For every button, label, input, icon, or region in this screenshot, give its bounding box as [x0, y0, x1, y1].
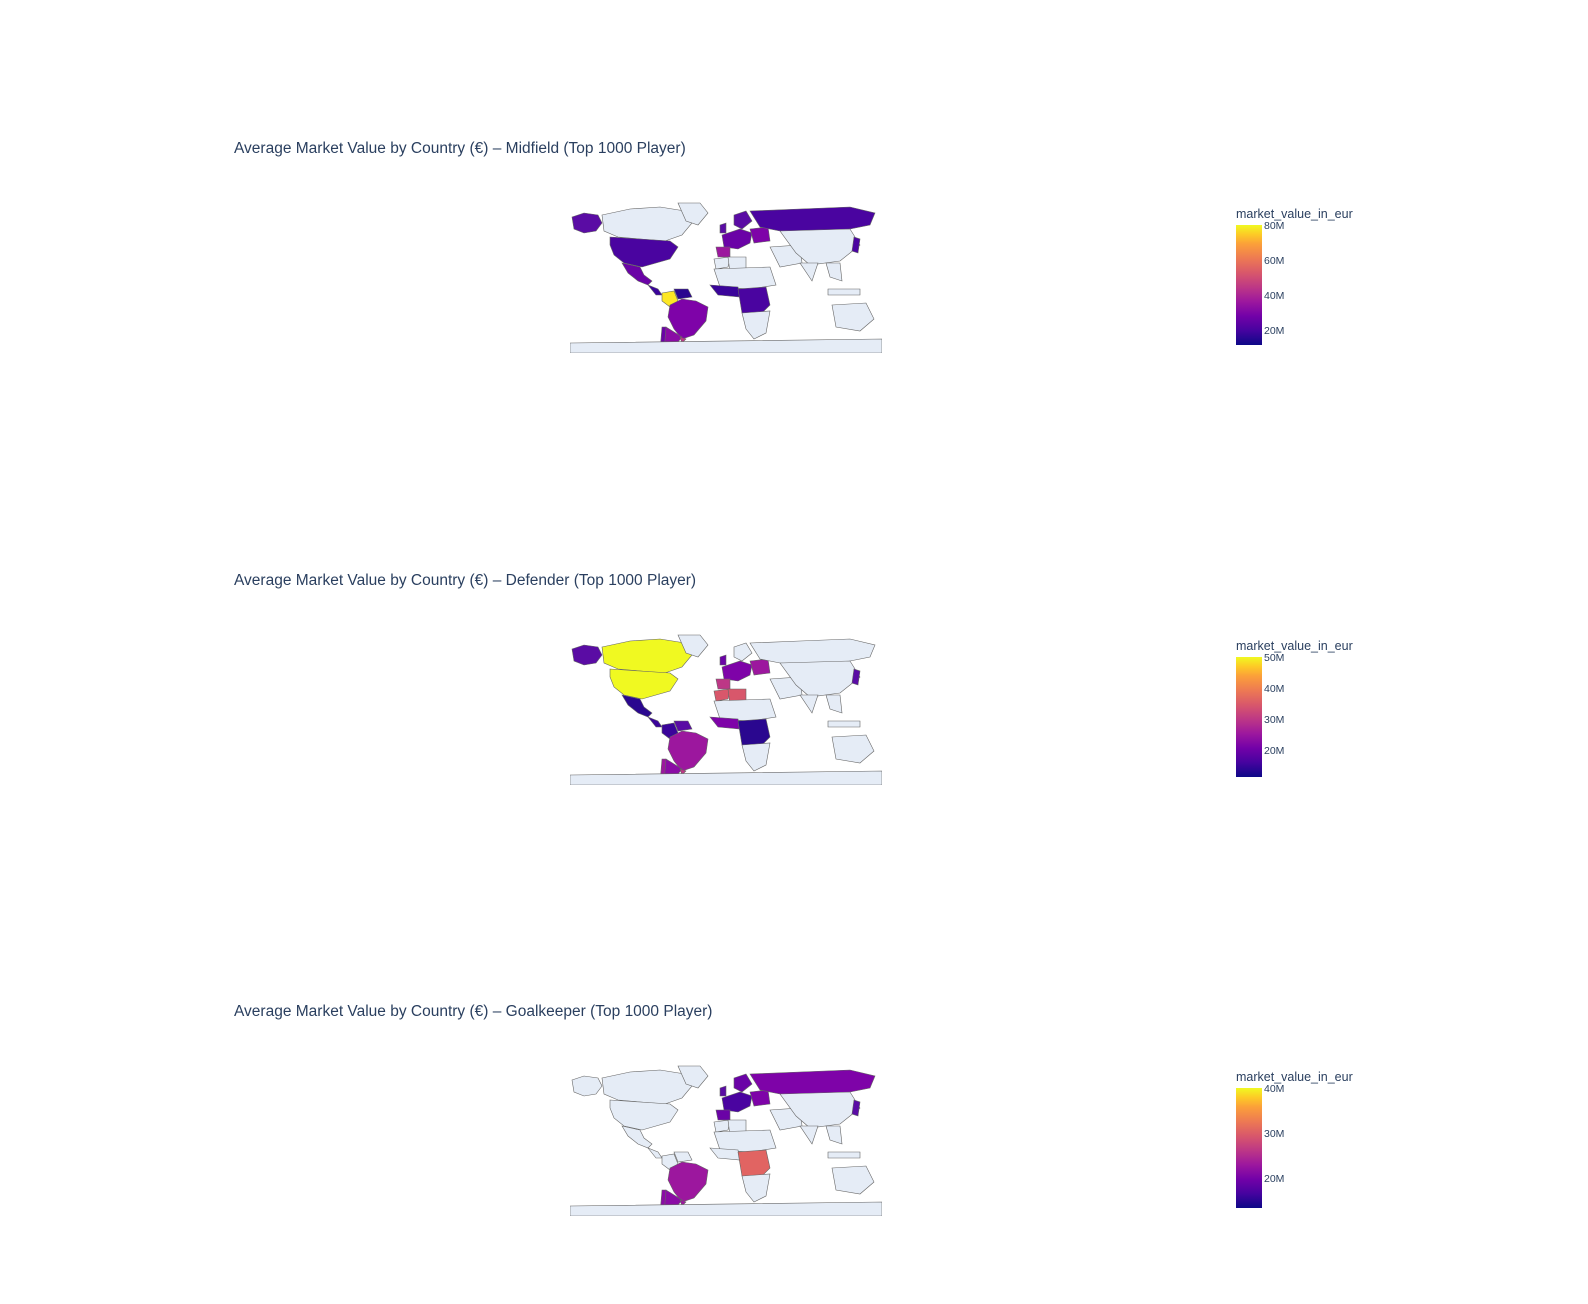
colorbar-tick: 80M: [1264, 220, 1285, 232]
region-japan[interactable]: [851, 236, 861, 254]
colorbar-tick: 20M: [1264, 325, 1285, 337]
region-iberia[interactable]: [715, 678, 731, 690]
chart-title: Average Market Value by Country (€) – Go…: [234, 1003, 713, 1020]
region-seasia[interactable]: [825, 262, 843, 282]
region-indonesia[interactable]: [827, 1151, 861, 1159]
region-westeu[interactable]: [721, 660, 753, 682]
region-uk[interactable]: [719, 654, 727, 666]
region-iberia[interactable]: [715, 246, 731, 258]
region-greenland[interactable]: [677, 634, 709, 658]
region-australia[interactable]: [831, 734, 875, 764]
region-southafr[interactable]: [741, 1173, 771, 1203]
region-southafr[interactable]: [741, 310, 771, 340]
colorbar-tick: 20M: [1264, 745, 1285, 757]
region-centralam[interactable]: [647, 284, 663, 296]
region-mexico[interactable]: [621, 694, 653, 718]
colorbar-tick: 40M: [1264, 1083, 1285, 1095]
region-venezuela[interactable]: [673, 720, 693, 732]
colorbar: [1236, 1088, 1262, 1208]
region-centralam[interactable]: [647, 1147, 663, 1159]
region-alaska[interactable]: [571, 1075, 603, 1097]
chart-title: Average Market Value by Country (€) – Mi…: [234, 140, 686, 157]
region-usa[interactable]: [609, 1099, 679, 1131]
region-uk[interactable]: [719, 1085, 727, 1097]
region-usa[interactable]: [609, 236, 679, 268]
region-india[interactable]: [799, 262, 819, 282]
colorbar-tick: 40M: [1264, 683, 1285, 695]
colorbar: [1236, 225, 1262, 345]
world-map[interactable]: [570, 633, 882, 785]
colorbar: [1236, 657, 1262, 777]
region-venezuela[interactable]: [673, 1151, 693, 1163]
map-panel-goalkeeper: Average Market Value by Country (€) – Go…: [0, 863, 1588, 1293]
region-southafr[interactable]: [741, 742, 771, 772]
region-alaska[interactable]: [571, 644, 603, 666]
region-westeu[interactable]: [721, 1091, 753, 1113]
colorbar-title: market_value_in_eur: [1236, 639, 1353, 653]
colorbar-title: market_value_in_eur: [1236, 1070, 1353, 1084]
region-venezuela[interactable]: [673, 288, 693, 300]
region-alaska[interactable]: [571, 212, 603, 234]
colorbar-title: market_value_in_eur: [1236, 207, 1353, 221]
region-japan[interactable]: [851, 668, 861, 686]
region-russia[interactable]: [749, 638, 876, 666]
map-panel-defender: Average Market Value by Country (€) – De…: [0, 432, 1588, 862]
region-antarctica[interactable]: [570, 770, 882, 785]
region-usa[interactable]: [609, 668, 679, 700]
region-russia[interactable]: [749, 206, 876, 234]
region-easteu[interactable]: [749, 1089, 771, 1107]
colorbar-tick: 40M: [1264, 290, 1285, 302]
region-australia[interactable]: [831, 1165, 875, 1195]
region-morocco[interactable]: [713, 1119, 731, 1133]
region-asia[interactable]: [779, 1091, 861, 1129]
region-easteu[interactable]: [749, 658, 771, 676]
region-india[interactable]: [799, 694, 819, 714]
region-canada[interactable]: [601, 206, 693, 242]
region-antarctica[interactable]: [570, 1201, 882, 1216]
colorbar-tick: 50M: [1264, 652, 1285, 664]
chart-title: Average Market Value by Country (€) – De…: [234, 572, 697, 589]
region-canada[interactable]: [601, 1069, 693, 1105]
region-asia[interactable]: [779, 660, 861, 698]
region-russia[interactable]: [749, 1069, 876, 1097]
region-antarctica[interactable]: [570, 338, 882, 353]
region-indonesia[interactable]: [827, 288, 861, 296]
region-asia[interactable]: [779, 228, 861, 266]
region-mexico[interactable]: [621, 262, 653, 286]
region-brazil[interactable]: [667, 1161, 709, 1203]
region-iberia[interactable]: [715, 1109, 731, 1121]
region-brazil[interactable]: [667, 298, 709, 340]
colorbar-tick: 30M: [1264, 714, 1285, 726]
region-india[interactable]: [799, 1125, 819, 1145]
region-seasia[interactable]: [825, 1125, 843, 1145]
colorbar-tick: 30M: [1264, 1128, 1285, 1140]
region-scandi[interactable]: [733, 210, 753, 230]
region-greenland[interactable]: [677, 1065, 709, 1089]
region-japan[interactable]: [851, 1099, 861, 1117]
region-greenland[interactable]: [677, 202, 709, 226]
region-westafr[interactable]: [709, 284, 741, 298]
region-australia[interactable]: [831, 302, 875, 332]
colorbar-tick: 20M: [1264, 1173, 1285, 1185]
map-panel-midfield: Average Market Value by Country (€) – Mi…: [0, 0, 1588, 430]
region-indonesia[interactable]: [827, 720, 861, 728]
region-canada[interactable]: [601, 638, 693, 674]
region-morocco[interactable]: [713, 256, 731, 270]
region-seasia[interactable]: [825, 694, 843, 714]
region-centralam[interactable]: [647, 716, 663, 728]
region-westafr[interactable]: [709, 1147, 741, 1161]
region-westeu[interactable]: [721, 228, 753, 250]
region-scandi[interactable]: [733, 642, 753, 662]
region-brazil[interactable]: [667, 730, 709, 772]
region-westafr[interactable]: [709, 716, 741, 730]
region-uk[interactable]: [719, 222, 727, 234]
region-easteu[interactable]: [749, 226, 771, 244]
region-scandi[interactable]: [733, 1073, 753, 1093]
world-map[interactable]: [570, 201, 882, 353]
colorbar-tick: 60M: [1264, 255, 1285, 267]
region-morocco[interactable]: [713, 688, 731, 702]
region-mexico[interactable]: [621, 1125, 653, 1149]
world-map[interactable]: [570, 1064, 882, 1216]
